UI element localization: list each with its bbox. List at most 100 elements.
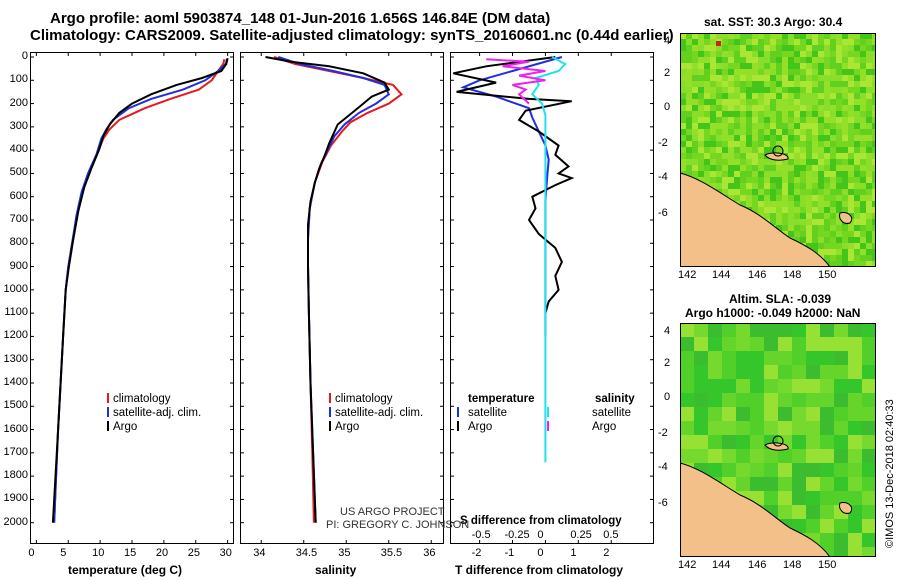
map-cell xyxy=(836,201,842,207)
map-cell xyxy=(842,93,848,99)
map-cell xyxy=(836,177,842,183)
map-cell xyxy=(710,105,716,111)
map-cell xyxy=(752,69,758,75)
map-cell xyxy=(842,99,848,105)
map-cell xyxy=(740,141,746,147)
map-cell xyxy=(752,81,758,87)
map-cell xyxy=(776,63,782,69)
map-cell xyxy=(722,129,728,135)
map-cell xyxy=(770,189,776,195)
map-cell xyxy=(704,141,710,147)
map-cell xyxy=(842,261,848,267)
map-cell xyxy=(854,141,860,147)
map-lat-label: -4 xyxy=(658,171,668,183)
map-cell xyxy=(836,87,842,93)
map-cell xyxy=(752,195,758,201)
argo-location-marker xyxy=(772,145,784,157)
map-cell xyxy=(860,255,866,261)
map-cell xyxy=(812,147,818,153)
map-cell xyxy=(836,183,842,189)
map-cell xyxy=(710,147,716,153)
map-cell xyxy=(692,51,698,57)
map-cell xyxy=(770,219,776,225)
map-cell xyxy=(722,105,728,111)
map-cell xyxy=(842,81,848,87)
map-cell xyxy=(758,195,764,201)
map-cell xyxy=(746,111,752,117)
map-cell xyxy=(848,435,862,449)
map-cell xyxy=(716,69,722,75)
map-cell xyxy=(842,87,848,93)
map-cell xyxy=(848,159,854,165)
map-cell xyxy=(778,337,792,351)
map-cell xyxy=(708,365,722,379)
map-cell xyxy=(866,123,872,129)
map-cell xyxy=(812,75,818,81)
map-cell xyxy=(778,393,792,407)
map-cell xyxy=(740,195,746,201)
map-cell xyxy=(746,135,752,141)
map-cell xyxy=(764,351,778,365)
map-lat-label: 2 xyxy=(664,357,671,369)
map-cell xyxy=(740,57,746,63)
map-cell xyxy=(854,117,860,123)
map-cell xyxy=(776,225,782,231)
depth-tick-label: 1900 xyxy=(3,492,28,505)
map-cell xyxy=(866,207,872,213)
map-cell xyxy=(836,45,842,51)
map-cell xyxy=(698,105,704,111)
map-cell xyxy=(820,435,834,449)
map-cell xyxy=(824,147,830,153)
map-cell xyxy=(716,51,722,57)
map-cell xyxy=(842,255,848,261)
temperature-axis-label: temperature (deg C) xyxy=(68,563,183,577)
map-cell xyxy=(862,407,876,421)
map-cell xyxy=(698,99,704,105)
map-cell xyxy=(818,99,824,105)
map-cell xyxy=(788,33,794,39)
map-cell xyxy=(836,123,842,129)
map-cell xyxy=(776,165,782,171)
map-cell xyxy=(806,421,820,435)
depth-tick-label: 1000 xyxy=(3,282,28,295)
map-cell xyxy=(860,99,866,105)
map-cell xyxy=(792,407,806,421)
map-cell xyxy=(830,213,836,219)
map-cell xyxy=(794,207,800,213)
map-cell xyxy=(848,351,862,365)
map-cell xyxy=(782,87,788,93)
map-cell xyxy=(820,421,834,435)
map-cell xyxy=(842,63,848,69)
map-cell xyxy=(854,249,860,255)
map-cell xyxy=(686,165,692,171)
map-cell xyxy=(806,51,812,57)
map-cell xyxy=(812,159,818,165)
map-cell xyxy=(848,261,854,267)
map-cell xyxy=(764,195,770,201)
map-cell xyxy=(854,219,860,225)
x-tick-label: 0 xyxy=(537,547,544,559)
map-cell xyxy=(820,505,834,519)
map-cell xyxy=(830,201,836,207)
map-cell xyxy=(680,57,686,63)
map-cell xyxy=(872,39,876,45)
map-cell xyxy=(842,45,848,51)
map-cell xyxy=(842,129,848,135)
map-cell xyxy=(824,159,830,165)
map-cell xyxy=(824,135,830,141)
map-cell xyxy=(736,435,750,449)
map-cell xyxy=(680,117,686,123)
map-cell xyxy=(722,33,728,39)
map-cell xyxy=(764,69,770,75)
map-cell xyxy=(830,153,836,159)
map-cell xyxy=(680,33,686,39)
map-cell xyxy=(794,135,800,141)
map-cell xyxy=(848,93,854,99)
map-cell xyxy=(752,57,758,63)
map-lon-label: 144 xyxy=(712,269,731,281)
map-cell xyxy=(812,213,818,219)
map-cell xyxy=(806,201,812,207)
legend-title-salinity: salinity xyxy=(595,393,635,405)
map-cell xyxy=(818,111,824,117)
map-cell xyxy=(860,225,866,231)
